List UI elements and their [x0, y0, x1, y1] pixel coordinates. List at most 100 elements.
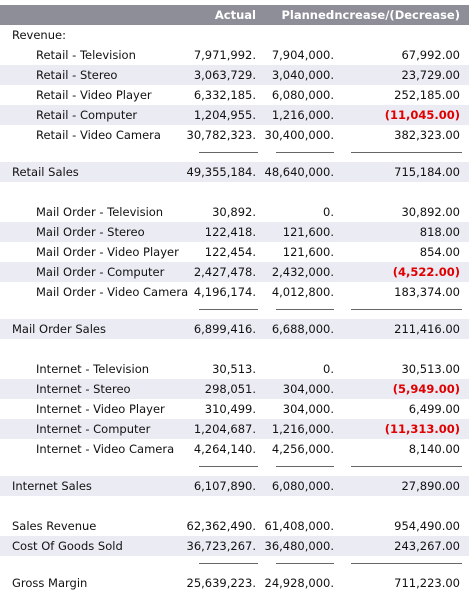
subtotal-rule	[199, 309, 258, 310]
table-row: Mail Order - Video Player 122,454. 121,6…	[0, 242, 469, 262]
table-row: Mail Order - Video Camera 4,196,174. 4,0…	[0, 282, 469, 302]
diff-value: 67,992.00	[401, 48, 460, 62]
row-label: Retail - Television	[36, 48, 136, 62]
planned-value: 6,080,000.	[271, 88, 334, 102]
diff-value: 6,499.00	[408, 402, 460, 416]
table-row: Retail - Television 7,971,992. 7,904,000…	[0, 45, 469, 65]
table-row: Cost Of Goods Sold 36,723,267. 36,480,00…	[0, 536, 469, 556]
planned-value: 48,640,000.	[264, 165, 335, 179]
actual-value: 3,063,729.	[193, 68, 256, 82]
table-row: Retail - Video Camera 30,782,323. 30,400…	[0, 125, 469, 145]
subtotal-rule	[276, 152, 334, 153]
table-row: Internet - Television 30,513. 0. 30,513.…	[0, 359, 469, 379]
table-row: Internet - Video Camera 4,264,140. 4,256…	[0, 439, 469, 459]
row-label: Mail Order - Television	[36, 205, 164, 219]
row-label: Gross Margin	[12, 576, 88, 590]
planned-value: 121,600.	[282, 245, 334, 259]
diff-value: 954,490.00	[394, 519, 460, 533]
diff-value: 30,513.00	[401, 362, 460, 376]
planned-value: 61,408,000.	[264, 519, 335, 533]
row-label: Internet - Video Camera	[36, 442, 175, 456]
subtotal-rule	[199, 152, 258, 153]
planned-value: 304,000.	[282, 382, 334, 396]
row-label: Retail - Video Player	[36, 88, 152, 102]
table-row: Revenue:	[0, 25, 469, 45]
diff-value: 252,185.00	[394, 88, 460, 102]
actual-value: 25,639,223.	[186, 576, 257, 590]
subtotal-rule	[276, 563, 334, 564]
subtotal-rule	[199, 466, 258, 467]
actual-value: 310,499.	[204, 402, 256, 416]
row-label: Sales Revenue	[12, 519, 97, 533]
planned-value: 304,000.	[282, 402, 334, 416]
diff-value: 711,223.00	[394, 576, 460, 590]
planned-value: 4,012,800.	[271, 285, 334, 299]
table-row: Retail - Stereo 3,063,729. 3,040,000. 23…	[0, 65, 469, 85]
actual-value: 1,204,687.	[193, 422, 256, 436]
row-label: Internet - Video Player	[36, 402, 165, 416]
row-label: Retail - Video Camera	[36, 128, 161, 142]
planned-value: 0.	[323, 362, 334, 376]
actual-value: 1,204,955.	[193, 108, 256, 122]
diff-value: 854.00	[419, 245, 460, 259]
subtotal-rule	[276, 466, 334, 467]
table-header: Actual Planned Increase/(Decrease)	[0, 5, 469, 25]
table-row: Mail Order - Computer 2,427,478. 2,432,0…	[0, 262, 469, 282]
actual-value: 30,892.	[212, 205, 256, 219]
planned-value: 2,432,000.	[271, 265, 334, 279]
diff-value: 382,323.00	[394, 128, 460, 142]
actual-value: 30,513.	[212, 362, 256, 376]
subtotal-rule	[199, 563, 258, 564]
row-label: Mail Order - Computer	[36, 265, 165, 279]
row-label: Retail Sales	[12, 165, 79, 179]
diff-value: (4,522.00)	[392, 265, 460, 279]
actual-value: 7,971,992.	[193, 48, 256, 62]
actual-value: 122,418.	[204, 225, 256, 239]
planned-value: 7,904,000.	[271, 48, 334, 62]
planned-value: 3,040,000.	[271, 68, 334, 82]
header-increase-decrease: Increase/(Decrease)	[330, 8, 460, 22]
row-label: Retail - Computer	[36, 108, 138, 122]
planned-value: 4,256,000.	[271, 442, 334, 456]
table-row: Internet - Computer 1,204,687. 1,216,000…	[0, 419, 469, 439]
table-row: Internet Sales 6,107,890. 6,080,000. 27,…	[0, 476, 469, 496]
diff-value: 818.00	[419, 225, 460, 239]
row-label: Retail - Stereo	[36, 68, 118, 82]
planned-value: 30,400,000.	[264, 128, 335, 142]
actual-value: 30,782,323.	[186, 128, 257, 142]
row-label: Internet - Stereo	[36, 382, 131, 396]
actual-value: 2,427,478.	[193, 265, 256, 279]
actual-value: 298,051.	[204, 382, 256, 396]
diff-value: (5,949.00)	[392, 382, 460, 396]
header-planned: Planned	[281, 8, 334, 22]
diff-value: (11,045.00)	[384, 108, 460, 122]
diff-value: (11,313.00)	[384, 422, 460, 436]
actual-value: 6,107,890.	[193, 479, 256, 493]
subtotal-rule	[351, 563, 462, 564]
planned-value: 6,080,000.	[271, 479, 334, 493]
table-row: Internet - Stereo 298,051. 304,000. (5,9…	[0, 379, 469, 399]
diff-value: 8,140.00	[408, 442, 460, 456]
subtotal-rule	[351, 466, 462, 467]
planned-value: 6,688,000.	[271, 322, 334, 336]
diff-value: 27,890.00	[401, 479, 460, 493]
actual-value: 6,332,185.	[193, 88, 256, 102]
row-label: Mail Order - Video Camera	[36, 285, 189, 299]
diff-value: 183,374.00	[394, 285, 460, 299]
planned-value: 1,216,000.	[271, 108, 334, 122]
diff-value: 211,416.00	[394, 322, 460, 336]
actual-value: 62,362,490.	[186, 519, 257, 533]
actual-value: 49,355,184.	[186, 165, 257, 179]
table-row: Mail Order - Television 30,892. 0. 30,89…	[0, 202, 469, 222]
subtotal-rule	[276, 309, 334, 310]
diff-value: 23,729.00	[401, 68, 460, 82]
actual-value: 122,454.	[204, 245, 256, 259]
row-label: Cost Of Goods Sold	[12, 539, 123, 553]
diff-value: 30,892.00	[401, 205, 460, 219]
table-row: Retail - Computer 1,204,955. 1,216,000. …	[0, 105, 469, 125]
row-label: Internet Sales	[12, 479, 92, 493]
row-label: Internet - Television	[36, 362, 150, 376]
actual-value: 4,264,140.	[193, 442, 256, 456]
table-row: Retail - Video Player 6,332,185. 6,080,0…	[0, 85, 469, 105]
subtotal-rule	[351, 309, 462, 310]
